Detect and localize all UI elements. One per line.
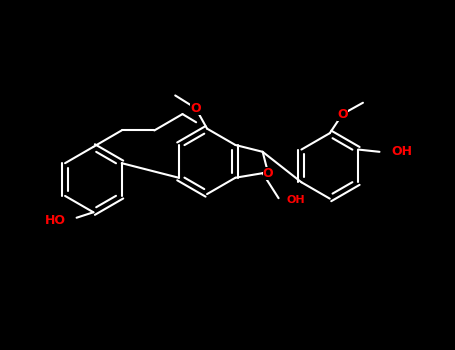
Text: OH: OH: [287, 195, 305, 205]
Text: OH: OH: [391, 145, 412, 158]
Text: O: O: [263, 167, 273, 180]
Text: HO: HO: [45, 214, 66, 227]
Text: O: O: [190, 102, 201, 115]
Text: O: O: [337, 107, 348, 121]
